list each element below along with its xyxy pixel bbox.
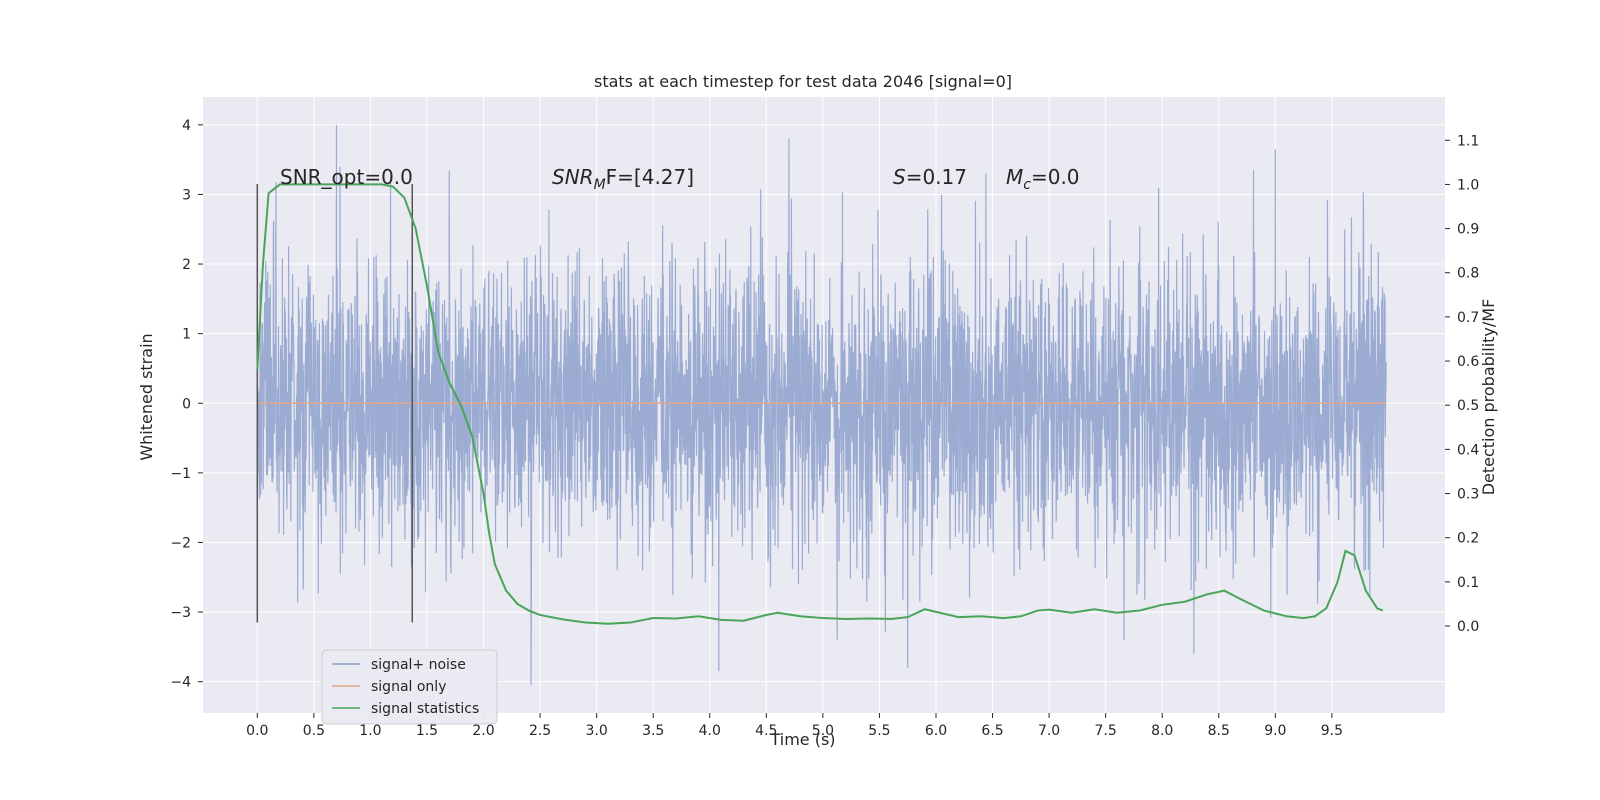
signal-statistics-line [256,183,1384,625]
right-y-tick-label: 0.0 [1457,619,1479,635]
y-tick-label: 3 [182,187,191,203]
right-y-tick-label: 0.7 [1457,310,1479,326]
annotation-snr-mf-symbol: SNR [552,165,594,189]
right-y-tick-label: 0.2 [1457,531,1479,547]
x-tick-label: 3.0 [586,723,608,739]
legend-label-signal-statistics: signal statistics [371,701,479,717]
right-y-tick-label: 0.9 [1457,222,1479,238]
x-axis-ticks: 0.0 0.5 1.0 1.5 2.0 2.5 3.0 3.5 4.0 4.5 5.0 5.5 6.0 6… [246,713,1343,739]
legend-label-signal-plus-noise: signal+ noise [371,657,466,673]
chart-title: stats at each timestep for test data 204… [594,72,1012,91]
y-tick-label: 1 [182,327,191,343]
right-y-tick-label: 0.6 [1457,354,1479,370]
x-axis-title: Time (s) [769,730,835,749]
x-tick-label: 8.5 [1208,723,1230,739]
annotation-snr-mf: SNRMF=[4.27] [552,165,694,193]
x-tick-label: 1.0 [359,723,381,739]
x-tick-label: 1.5 [416,723,438,739]
x-tick-label: 0.0 [246,723,268,739]
x-tick-label: 6.5 [981,723,1003,739]
annotation-snr-opt: SNR_opt=0.0 [280,165,413,189]
right-y-tick-label: 0.4 [1457,442,1479,458]
y-axis-ticks: 4 3 2 1 0 −1 −2 −3 −4 [170,118,203,691]
right-y-axis-title: Detection probability/MF [1479,299,1498,496]
annotation-s-value: =0.17 [906,165,967,189]
right-y-axis-ticks: 1.1 1.0 0.9 0.8 0.7 0.6 0.5 0.4 0.3 0.2 0.1 0.0 [1445,133,1479,635]
x-tick-label: 9.5 [1321,723,1343,739]
signal-statistics-series [256,183,1384,625]
y-tick-label: 4 [182,118,191,134]
annotation-snr-mf-value: F=[4.27] [606,165,694,189]
x-tick-label: 2.5 [529,723,551,739]
x-tick-label: 7.5 [1095,723,1117,739]
right-y-tick-label: 1.0 [1457,177,1479,193]
x-tick-label: 5.0 [812,723,834,739]
x-tick-label: 7.0 [1038,723,1060,739]
right-y-tick-label: 0.3 [1457,487,1479,503]
y-tick-label: −3 [170,605,191,621]
x-tick-label: 9.0 [1264,723,1286,739]
annotation-mc-symbol: M [1006,165,1023,189]
x-tick-label: 2.0 [472,723,494,739]
annotation-mc-subscript: c [1023,177,1031,193]
x-tick-label: 6.0 [925,723,947,739]
annotation-mc-value: =0.0 [1031,165,1080,189]
legend: signal+ noise signal only signal statist… [321,649,498,725]
right-y-tick-label: 0.5 [1457,398,1479,414]
y-axis-title: Whitened strain [137,333,156,460]
x-tick-label: 0.5 [303,723,325,739]
x-tick-label: 5.5 [868,723,890,739]
legend-label-signal-only: signal only [371,679,446,695]
right-y-tick-label: 0.8 [1457,266,1479,282]
annotation-s-symbol: S [893,165,906,189]
y-tick-label: 0 [182,396,191,412]
x-tick-label: 8.0 [1151,723,1173,739]
right-y-tick-label: 1.1 [1457,133,1479,149]
right-y-tick-label: 0.1 [1457,575,1479,591]
y-tick-label: 2 [182,257,191,273]
x-tick-label: 3.5 [642,723,664,739]
annotation-s: S=0.17 [893,165,967,189]
legend-box [321,649,498,725]
signal-plus-noise-line [256,124,1387,686]
annotation-snr-mf-subscript: M [594,177,606,193]
y-tick-label: −2 [170,535,191,551]
y-tick-label: −1 [170,466,191,482]
x-tick-label: 4.5 [755,723,777,739]
signal-plus-noise-series [256,124,1387,686]
vertical-markers [256,184,414,623]
y-tick-label: −4 [170,675,191,691]
annotation-mc: Mc=0.0 [1006,165,1080,193]
x-tick-label: 4.0 [699,723,721,739]
